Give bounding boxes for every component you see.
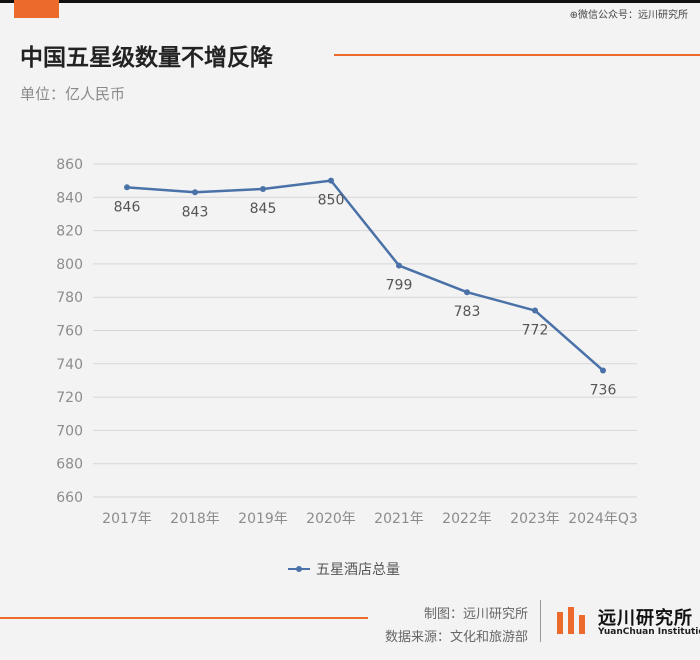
brand-divider [540, 600, 541, 642]
y-tick-label: 780 [56, 290, 83, 306]
top-bar [0, 0, 700, 3]
data-label: 783 [454, 304, 481, 320]
series-line [126, 179, 604, 372]
data-label: 843 [182, 204, 209, 220]
brand-logo-icon [557, 607, 585, 634]
x-tick-label: 2018年 [170, 511, 220, 527]
y-tick-label: 860 [56, 157, 83, 173]
x-tick-label: 2021年 [374, 511, 424, 527]
x-tick-label: 2022年 [442, 511, 492, 527]
footer-rule [0, 617, 368, 619]
data-label: 846 [114, 199, 141, 215]
accent-tab [14, 0, 59, 18]
data-point [260, 185, 266, 192]
brand-name: 远川研究所 [598, 608, 693, 629]
legend-label: 五星酒店总量 [316, 562, 400, 578]
data-label: 799 [386, 278, 413, 294]
data-point [532, 307, 538, 314]
y-tick-label: 800 [56, 257, 83, 273]
data-point [192, 189, 198, 196]
y-tick-label: 740 [56, 357, 83, 373]
y-tick-label: 720 [56, 390, 83, 406]
legend: 五星酒店总量 [288, 559, 400, 579]
y-tick-label: 660 [56, 490, 83, 506]
chart-title: 中国五星级数量不增反降 [20, 45, 273, 71]
data-point [396, 262, 402, 269]
x-tick-label: 2023年 [510, 511, 560, 527]
y-tick-label: 680 [56, 457, 83, 473]
data-label: 772 [522, 323, 549, 339]
x-tick-label: 2017年 [102, 511, 152, 527]
title-rule [334, 54, 700, 56]
data-source: 数据来源：文化和旅游部 [384, 630, 528, 645]
data-point [464, 289, 470, 296]
y-tick-label: 840 [56, 190, 83, 206]
legend-swatch [288, 563, 310, 575]
wechat-account: ⊕微信公众号：远川研究所 [569, 10, 688, 21]
x-tick-label: 2020年 [306, 511, 356, 527]
data-label: 845 [250, 201, 277, 217]
unit-label: 单位：亿人民币 [20, 85, 126, 103]
data-label: 850 [318, 193, 345, 209]
line-chart: 660 680 700 720 740 760 780 800 820 840 860 2017年 20… [56, 157, 638, 527]
data-point [124, 184, 130, 191]
x-tick-label: 2019年 [238, 511, 288, 527]
brand-name-en: YuanChuan Institution [598, 627, 700, 637]
x-tick-label: 2024年Q3 [568, 511, 638, 527]
y-tick-label: 700 [56, 423, 83, 439]
y-tick-label: 760 [56, 324, 83, 340]
y-tick-label: 820 [56, 224, 83, 240]
data-point [600, 367, 606, 374]
data-point [328, 177, 334, 184]
data-label: 736 [590, 382, 617, 398]
chart-credit: 制图：远川研究所 [423, 607, 528, 622]
